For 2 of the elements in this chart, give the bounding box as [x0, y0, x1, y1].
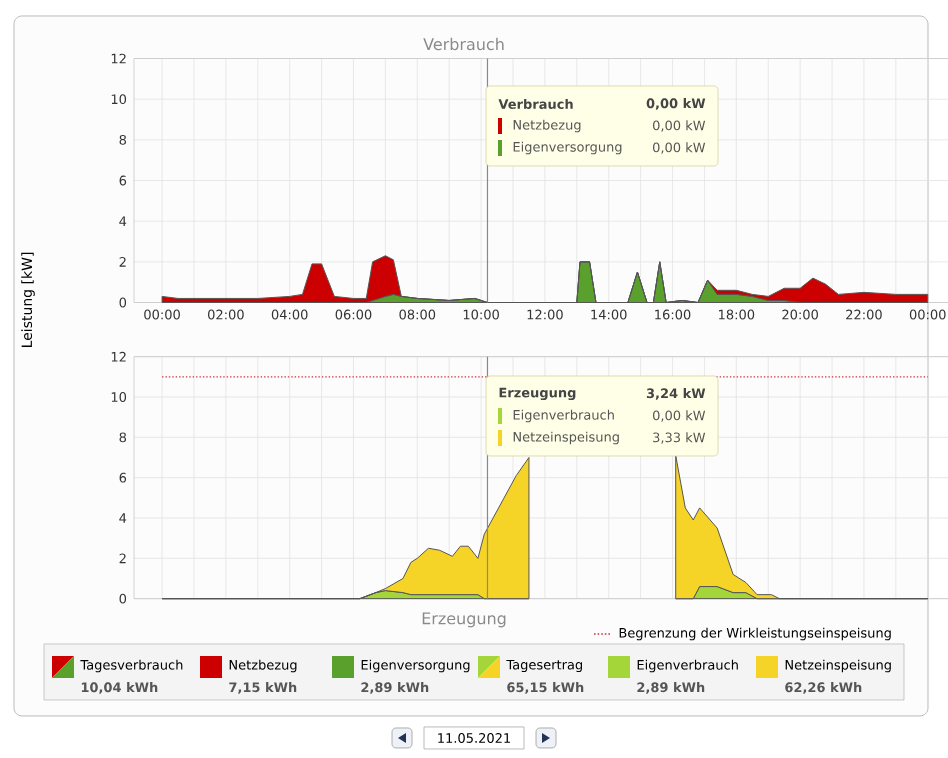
text: Erzeugung: [422, 612, 506, 628]
chart-title: Verbrauch: [423, 37, 504, 51]
